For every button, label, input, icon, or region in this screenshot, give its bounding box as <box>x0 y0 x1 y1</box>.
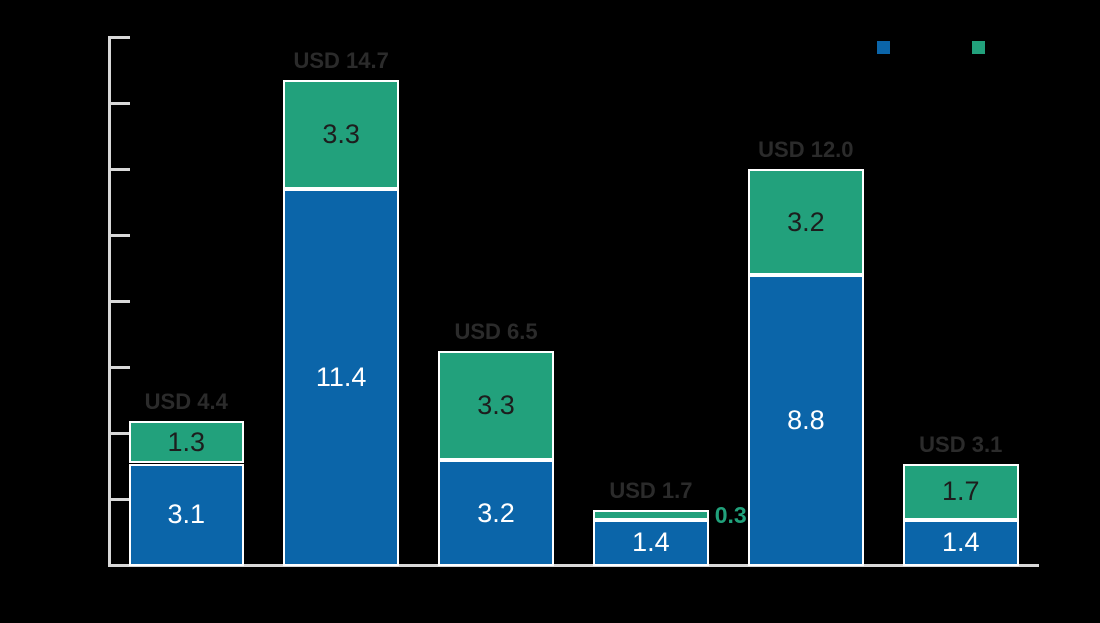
bar-segment-blue: 1.4 <box>593 519 709 566</box>
green-segment-value: 1.7 <box>941 476 980 507</box>
bar-segment-blue: 1.4 <box>903 519 1019 566</box>
legend-swatch-green-series-icon <box>972 41 985 54</box>
blue-segment-value: 11.4 <box>315 362 367 393</box>
bar-total-label: USD 14.7 <box>293 47 389 73</box>
y-axis-tick <box>108 35 130 39</box>
bar-segment-blue: 11.4 <box>283 189 399 566</box>
bar-segment-blue: 3.1 <box>128 463 244 566</box>
bar-total-label: USD 6.5 <box>454 319 538 345</box>
legend-swatch-blue-series-icon <box>877 41 890 54</box>
y-axis-tick <box>108 300 130 303</box>
bar-total-label: USD 1.7 <box>609 477 693 503</box>
bar-segment-blue: 8.8 <box>748 275 864 566</box>
green-segment-value-outside: 0.3 <box>714 501 747 528</box>
green-segment-value: 3.2 <box>787 206 825 237</box>
bar-total-label: USD 4.4 <box>144 388 228 414</box>
y-axis-tick <box>108 366 130 370</box>
blue-segment-value: 8.8 <box>787 405 825 436</box>
chart-legend <box>0 41 1100 55</box>
y-axis-tick <box>108 167 130 171</box>
bar-total-label: USD 3.1 <box>919 431 1003 457</box>
y-axis-tick <box>108 432 130 436</box>
bar-segment-green: 3.3 <box>438 351 554 461</box>
blue-segment-value: 1.4 <box>632 527 670 558</box>
blue-segment-value: 3.2 <box>477 497 515 528</box>
blue-segment-value: 3.1 <box>167 499 206 530</box>
y-axis-tick <box>108 101 130 105</box>
bar-segment-green: 1.7 <box>903 463 1019 520</box>
bar-segment-blue: 3.2 <box>438 460 554 566</box>
bar-segment-green <box>593 509 709 520</box>
green-segment-value: 1.3 <box>167 426 206 457</box>
green-segment-value: 3.3 <box>477 390 515 421</box>
y-axis-tick <box>108 498 130 502</box>
y-axis-tick <box>108 233 130 237</box>
bar-segment-green: 3.2 <box>748 169 864 276</box>
x-axis-baseline <box>108 564 1039 567</box>
bar-total-label: USD 12.0 <box>758 137 854 163</box>
green-segment-value: 3.3 <box>322 119 360 150</box>
blue-segment-value: 1.4 <box>941 527 980 558</box>
bar-segment-green: 1.3 <box>128 420 244 464</box>
bar-segment-green: 3.3 <box>283 79 399 190</box>
